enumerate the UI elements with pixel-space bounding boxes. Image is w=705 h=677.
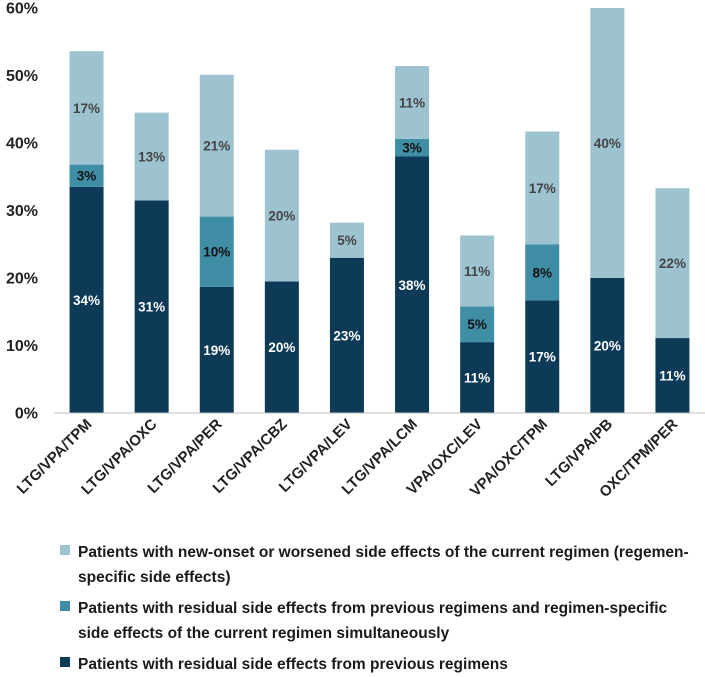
- data-label: 20%: [268, 340, 295, 355]
- bar-segment-2-8: [590, 8, 625, 278]
- data-label: 11%: [464, 264, 490, 279]
- bar-segment-0-5: [395, 156, 430, 413]
- y-axis: 0% 10% 20% 30% 40% 50% 60%: [6, 1, 38, 423]
- data-label: 17%: [73, 101, 100, 116]
- data-label: 19%: [203, 343, 230, 358]
- data-label: 3%: [77, 169, 97, 184]
- y-tick-label: 10%: [6, 338, 38, 355]
- bar-segment-2-5: [395, 66, 430, 139]
- y-tick-label: 60%: [6, 1, 38, 18]
- bar-segment-0-2: [199, 286, 234, 413]
- bar-segment-2-1: [134, 112, 169, 201]
- legend-label-residual: Patients with residual side effects from…: [78, 656, 508, 673]
- legend-swatch-new-onset: [60, 545, 70, 555]
- legend-swatch-residual: [60, 657, 70, 667]
- bar-segment-1-5: [395, 138, 430, 157]
- bar-segment-0-9: [655, 338, 690, 413]
- bar-segment-1-0: [69, 164, 104, 187]
- data-label: 11%: [464, 371, 490, 386]
- bar-segment-0-4: [329, 257, 364, 413]
- y-tick-label: 20%: [6, 271, 38, 288]
- data-label: 40%: [594, 136, 621, 151]
- data-label: 5%: [337, 233, 357, 248]
- y-tick-label: 50%: [6, 68, 38, 85]
- bar-segment-0-1: [134, 200, 169, 413]
- x-axis-category-labels: LTG/VPA/TPMLTG/VPA/OXCLTG/VPA/PERLTG/VPA…: [14, 416, 682, 501]
- bar-segment-2-0: [69, 51, 104, 165]
- data-label: 10%: [203, 245, 230, 260]
- data-label: 31%: [138, 300, 165, 315]
- bar-segment-0-8: [590, 278, 625, 413]
- data-label: 11%: [399, 96, 425, 111]
- bar-segment-0-3: [264, 281, 299, 413]
- data-label: 13%: [138, 150, 165, 165]
- data-label: 21%: [203, 139, 230, 154]
- data-label: 22%: [659, 256, 686, 271]
- bar-segment-2-4: [329, 222, 364, 258]
- data-label: 3%: [402, 141, 422, 156]
- data-label: 20%: [594, 339, 621, 354]
- data-label: 17%: [529, 181, 556, 196]
- bar-segment-2-9: [655, 188, 690, 339]
- data-label: 34%: [73, 293, 100, 308]
- data-label: 38%: [399, 278, 426, 293]
- data-label: 17%: [529, 350, 556, 365]
- bar-segment-0-7: [525, 300, 560, 413]
- legend-label-new-onset: Patients with new-onset or worsened side…: [78, 544, 689, 586]
- data-label: 8%: [532, 265, 552, 280]
- bar-segment-2-6: [460, 235, 495, 307]
- y-tick-label: 30%: [6, 203, 38, 220]
- bar-segment-1-6: [460, 306, 495, 343]
- bar-segment-0-6: [460, 342, 495, 413]
- bar-segment-2-7: [525, 131, 560, 245]
- data-label: 5%: [467, 317, 487, 332]
- data-label: 11%: [659, 369, 685, 384]
- legend-swatch-simultaneous: [60, 601, 70, 611]
- bars-layer: 34% 3% 17% 31% 13% 19% 10% 21% 20% 20% 23% 5% 38% 3% 1…: [69, 8, 690, 413]
- y-tick-label: 0%: [15, 406, 38, 423]
- bar-segment-1-7: [525, 244, 560, 301]
- bar-segment-2-2: [199, 74, 234, 217]
- y-tick-label: 40%: [6, 136, 38, 153]
- data-label: 23%: [333, 328, 360, 343]
- bar-segment-2-3: [264, 149, 299, 282]
- bar-segment-1-2: [199, 216, 234, 287]
- bar-segment-0-0: [69, 186, 104, 413]
- data-label: 20%: [268, 209, 295, 224]
- stacked-bar-chart: 0% 10% 20% 30% 40% 50% 60% 34% 3% 17% 31% 13% 19% 10…: [6, 1, 705, 501]
- legend-label-simultaneous: Patients with residual side effects from…: [78, 600, 668, 642]
